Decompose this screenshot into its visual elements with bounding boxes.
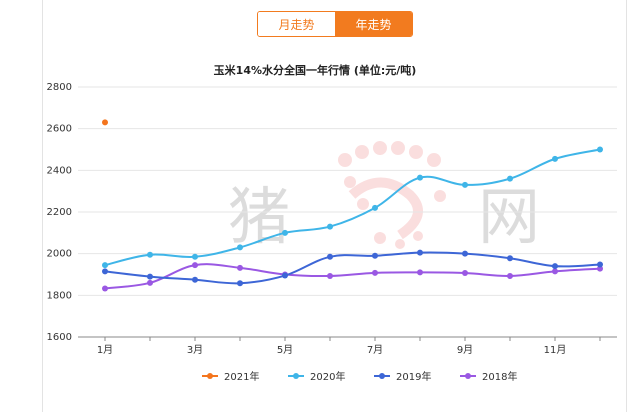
chart-grid [78, 86, 617, 338]
series-line-2019 [104, 251, 601, 285]
legend-swatch-dot [465, 373, 471, 379]
legend-swatch-dot [293, 373, 299, 379]
legend-label: 2018年 [482, 370, 517, 383]
data-point-2018[interactable] [327, 272, 333, 279]
y-tick-label: 1800 [47, 290, 72, 301]
y-tick-label: 2800 [47, 82, 72, 93]
chart-series [102, 119, 603, 292]
data-point-2018[interactable] [462, 270, 468, 277]
data-point-2020[interactable] [102, 262, 108, 269]
chart-title: 玉米14%水分全国一年行情 (单位:元/吨) [214, 63, 417, 77]
legend-swatch-dot [207, 373, 213, 379]
chart-axes: 1600 1800 2000 2200 2400 2600 2800 1月 3月 5月 7月 9月 11… [47, 82, 601, 356]
data-point-2019[interactable] [237, 280, 243, 287]
y-tick-label: 2400 [47, 165, 72, 176]
data-point-2019[interactable] [192, 276, 198, 283]
legend-label: 2021年 [224, 370, 259, 383]
chart-legend: 2021年 2020年 2019年 2018年 [202, 370, 517, 383]
data-point-2018[interactable] [147, 279, 153, 286]
series-line-2020 [104, 148, 601, 267]
y-tick-label: 2000 [47, 249, 72, 260]
data-point-2018[interactable] [417, 269, 423, 276]
data-point-2020[interactable] [597, 146, 603, 153]
data-point-2020[interactable] [372, 204, 378, 211]
data-point-2018[interactable] [372, 269, 378, 276]
data-point-2020[interactable] [192, 253, 198, 260]
data-point-2020[interactable] [417, 174, 423, 181]
y-tick-label: 2600 [47, 124, 72, 135]
x-tick-label: 1月 [97, 344, 113, 356]
legend-item-2019[interactable]: 2019年 [374, 370, 431, 383]
data-point-2020[interactable] [237, 244, 243, 251]
legend-label: 2019年 [396, 370, 431, 383]
y-tick-label: 1600 [47, 332, 72, 343]
legend-item-2021[interactable]: 2021年 [202, 370, 259, 383]
x-tick-label: 7月 [367, 344, 383, 356]
period-tabs: 月走势 年走势 [257, 11, 413, 37]
legend-item-2020[interactable]: 2020年 [288, 370, 345, 383]
data-point-2020[interactable] [147, 251, 153, 258]
data-point-2018[interactable] [552, 268, 558, 275]
data-point-2020[interactable] [552, 155, 558, 162]
legend-swatch-dot [379, 373, 385, 379]
data-point-2019[interactable] [507, 255, 513, 262]
data-point-2018[interactable] [237, 264, 243, 271]
watermark-text-right: 网 [478, 180, 540, 253]
data-point-2018[interactable] [192, 262, 198, 269]
data-point-2021[interactable] [102, 119, 108, 126]
data-point-2020[interactable] [282, 229, 288, 236]
data-point-2019[interactable] [417, 249, 423, 256]
data-point-2020[interactable] [507, 175, 513, 182]
y-tick-label: 2200 [47, 207, 72, 218]
data-point-2019[interactable] [102, 268, 108, 275]
data-point-2020[interactable] [462, 181, 468, 188]
data-point-2019[interactable] [462, 250, 468, 257]
pig-logo-icon [338, 141, 446, 249]
x-tick-label: 11月 [544, 344, 567, 356]
data-point-2020[interactable] [327, 223, 333, 230]
legend-item-2018[interactable]: 2018年 [460, 370, 517, 383]
data-point-2018[interactable] [102, 285, 108, 292]
frame-right-border [626, 0, 627, 412]
frame-left-border [42, 0, 43, 412]
data-point-2018[interactable] [507, 272, 513, 279]
data-point-2018[interactable] [597, 265, 603, 272]
data-point-2019[interactable] [372, 252, 378, 259]
data-point-2019[interactable] [597, 261, 603, 268]
data-point-2019[interactable] [147, 273, 153, 280]
x-tick-label: 5月 [277, 344, 293, 356]
data-point-2019[interactable] [552, 263, 558, 270]
x-tick-label: 3月 [187, 344, 203, 356]
legend-label: 2020年 [310, 370, 345, 383]
series-line-2018 [104, 263, 601, 290]
tab-month-trend[interactable]: 月走势 [258, 12, 335, 36]
tab-year-trend[interactable]: 年走势 [335, 12, 412, 36]
data-point-2019[interactable] [327, 253, 333, 260]
x-tick-label: 9月 [457, 344, 473, 356]
data-point-2019[interactable] [282, 272, 288, 279]
